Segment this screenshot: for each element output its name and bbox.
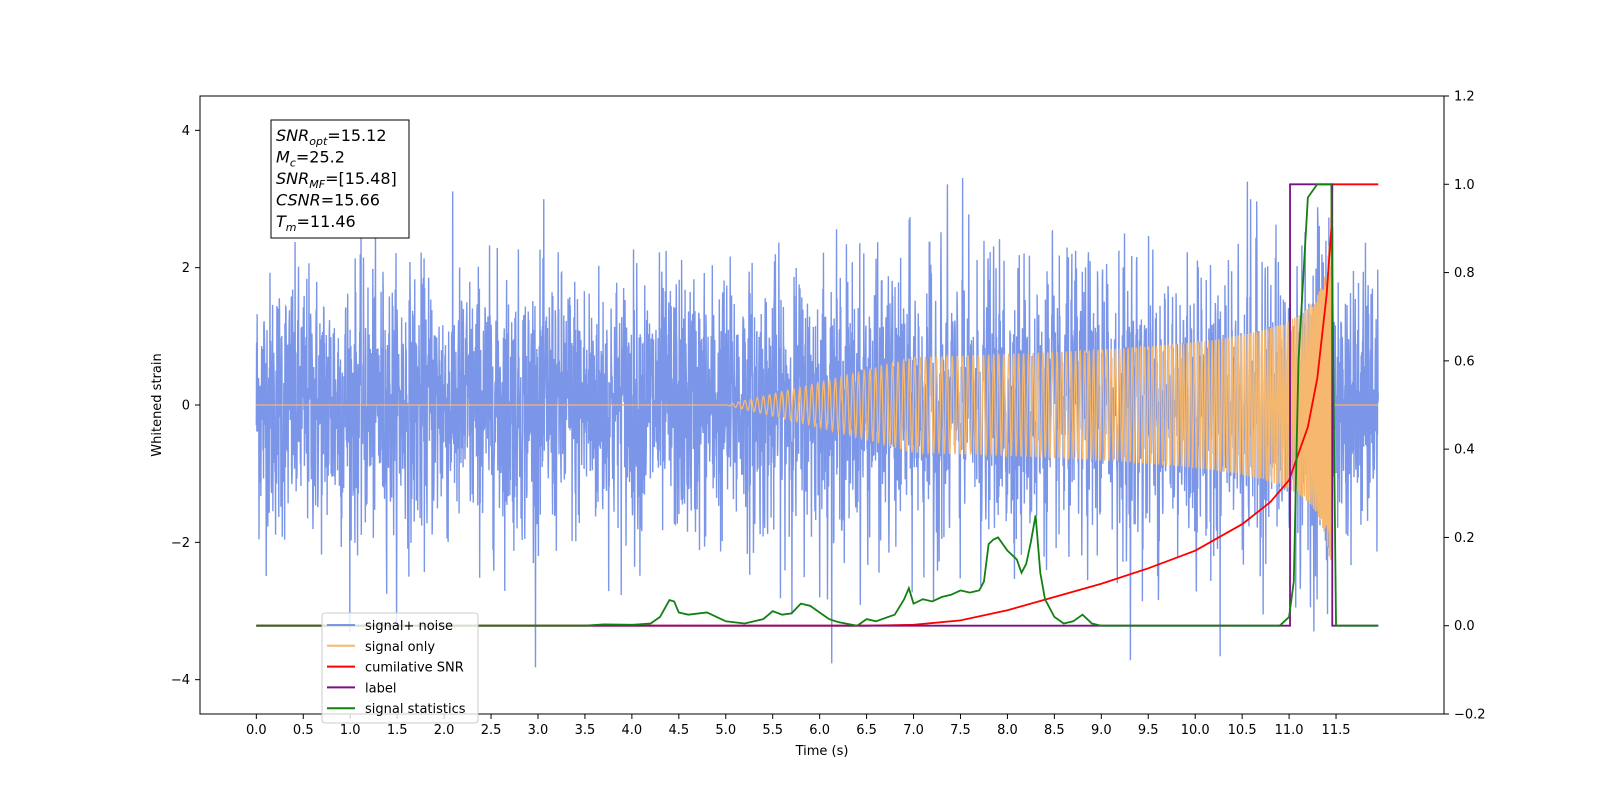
x-tick-label: 11.5 xyxy=(1322,723,1351,738)
series-signal-statistics-line xyxy=(256,183,1379,627)
x-tick-label: 8.0 xyxy=(997,723,1018,738)
x-tick-label: 5.0 xyxy=(715,723,736,738)
x-tick-label: 3.5 xyxy=(575,723,596,738)
annotation-line: Mc=25.2 xyxy=(276,148,345,170)
y2-tick-label: 0.0 xyxy=(1454,619,1475,634)
x-tick-label: 4.0 xyxy=(622,723,643,738)
y2-tick-label: 0.8 xyxy=(1454,266,1475,281)
x-tick-label: 4.5 xyxy=(668,723,689,738)
x-tick-label: 6.5 xyxy=(856,723,877,738)
x-tick-label: 7.0 xyxy=(903,723,924,738)
y-axis-left: 4 2 0 −2 −4 xyxy=(171,124,200,688)
legend-entry-label: signal statistics xyxy=(365,702,466,717)
legend-entry-label: cumilative SNR xyxy=(365,661,464,676)
x-tick-label: 9.5 xyxy=(1138,723,1159,738)
x-tick-label: 2.0 xyxy=(434,723,455,738)
x-axis-label: Time (s) xyxy=(795,744,849,759)
y-tick-label: −4 xyxy=(171,673,190,688)
legend-frame xyxy=(321,612,479,724)
x-tick-label: 10.0 xyxy=(1181,723,1210,738)
y2-tick-label: 0.2 xyxy=(1454,531,1475,546)
stats-annotation-box: SNRopt=15.12Mc=25.2SNRMF=[15.48]CSNR=15.… xyxy=(270,119,410,239)
y-tick-label: 2 xyxy=(182,261,190,276)
y-tick-label: 0 xyxy=(182,399,190,414)
legend: signal+ noise signal only cumilative SNR la… xyxy=(321,612,479,724)
y2-tick-label: 0.4 xyxy=(1454,443,1475,458)
x-tick-label: 11.0 xyxy=(1275,723,1304,738)
x-tick-label: 0.5 xyxy=(293,723,314,738)
x-tick-label: 0.0 xyxy=(246,723,267,738)
x-tick-label: 10.5 xyxy=(1228,723,1257,738)
x-tick-label: 3.0 xyxy=(528,723,549,738)
y-axis-label: Whitened strain xyxy=(150,353,165,456)
x-tick-label: 9.0 xyxy=(1091,723,1112,738)
y-tick-label: 4 xyxy=(182,124,190,139)
annotation-line: Tm=11.46 xyxy=(276,212,356,234)
x-tick-label: 6.0 xyxy=(809,723,830,738)
annotation-frame xyxy=(270,119,410,239)
y2-tick-label: 0.6 xyxy=(1454,354,1475,369)
series-cumulative-snr-line xyxy=(256,183,1379,627)
legend-entry-label: signal+ noise xyxy=(365,619,453,634)
x-axis: 0.0 0.5 1.0 1.5 2.0 2.5 3.0 3.5 4.0 4.5 5.0 5.5 6.0 6… xyxy=(246,714,1351,738)
y-tick-label: −2 xyxy=(171,536,190,551)
x-tick-label: 1.5 xyxy=(387,723,408,738)
legend-entry-label: signal only xyxy=(365,640,435,655)
annotation-line: CSNR=15.66 xyxy=(276,191,380,210)
y2-tick-label: −0.2 xyxy=(1454,708,1486,723)
y-axis-right: 1.2 1.0 0.8 0.6 0.4 0.2 0.0 −0.2 xyxy=(1444,90,1486,723)
annotation-line: SNRMF=[15.48] xyxy=(276,169,397,191)
x-tick-label: 5.5 xyxy=(762,723,783,738)
legend-entry-label: label xyxy=(365,681,396,696)
y2-tick-label: 1.0 xyxy=(1454,178,1475,193)
x-tick-label: 2.5 xyxy=(481,723,502,738)
x-tick-label: 8.5 xyxy=(1044,723,1065,738)
x-tick-label: 1.0 xyxy=(340,723,361,738)
series-signal-only-line xyxy=(256,194,1379,561)
x-tick-label: 7.5 xyxy=(950,723,971,738)
y2-tick-label: 1.2 xyxy=(1454,90,1475,105)
annotation-line: SNRopt=15.12 xyxy=(276,126,387,148)
